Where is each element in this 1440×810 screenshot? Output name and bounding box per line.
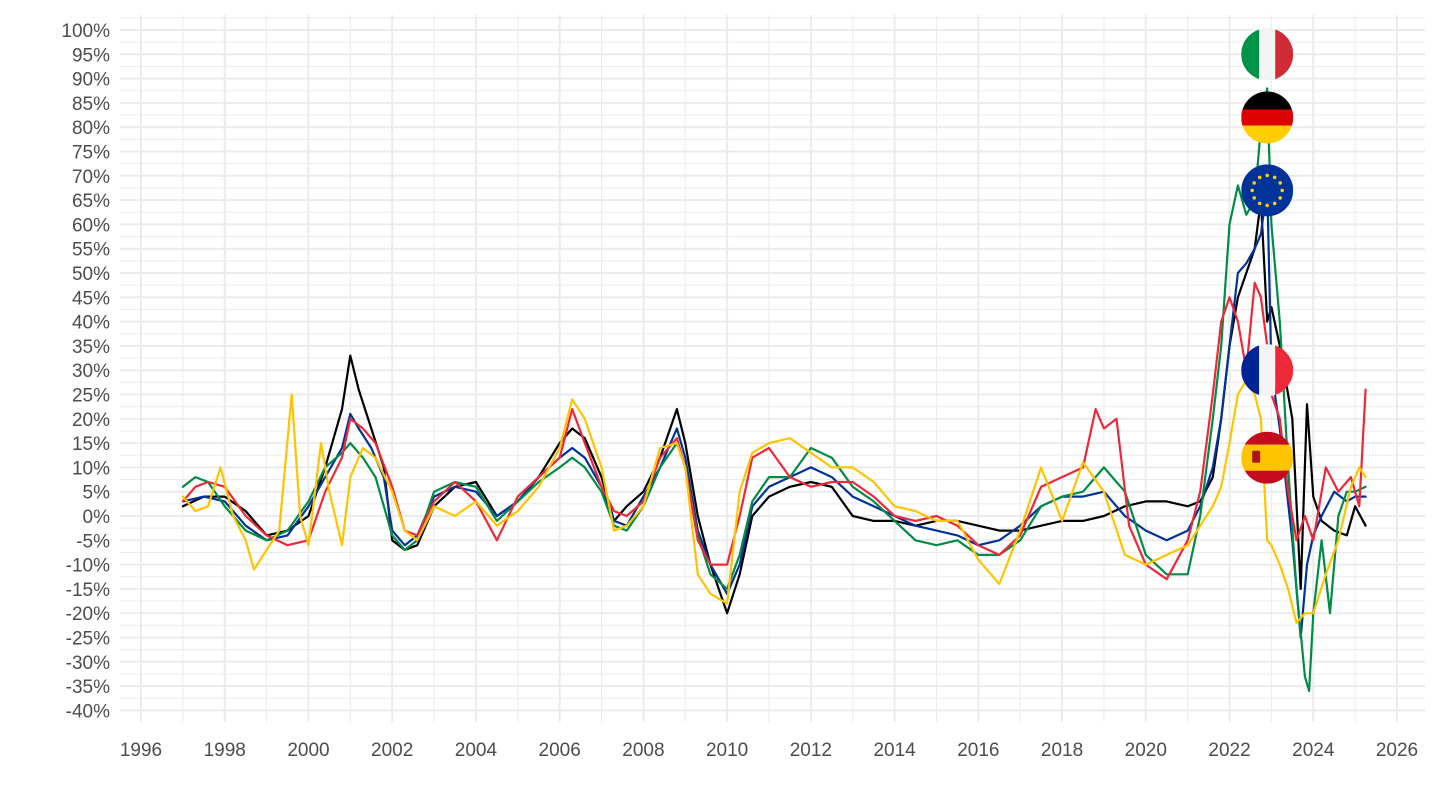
y-tick-label: 85% bbox=[72, 94, 110, 115]
y-tick-label: 60% bbox=[72, 215, 110, 236]
spain-flag-icon bbox=[1241, 431, 1294, 484]
x-tick-label: 2022 bbox=[1208, 740, 1250, 761]
x-tick-label: 2018 bbox=[1041, 740, 1083, 761]
x-tick-label: 2002 bbox=[371, 740, 413, 761]
eu-flag-icon bbox=[1241, 164, 1294, 217]
y-tick-label: 45% bbox=[72, 288, 110, 309]
y-tick-label: 10% bbox=[72, 458, 110, 479]
x-tick-label: 2020 bbox=[1125, 740, 1167, 761]
y-tick-label: 5% bbox=[83, 483, 111, 504]
y-tick-label: 95% bbox=[72, 45, 110, 66]
y-tick-label: 100% bbox=[61, 21, 110, 42]
x-tick-label: 2012 bbox=[790, 740, 832, 761]
y-tick-label: 70% bbox=[72, 167, 110, 188]
y-tick-label: -5% bbox=[76, 531, 110, 552]
y-tick-label: 20% bbox=[72, 410, 110, 431]
y-tick-label: 75% bbox=[72, 143, 110, 164]
x-tick-label: 2024 bbox=[1292, 740, 1335, 761]
y-tick-label: 30% bbox=[72, 361, 110, 382]
y-tick-label: -15% bbox=[66, 580, 110, 601]
y-tick-label: -25% bbox=[66, 629, 110, 650]
x-tick-label: 1998 bbox=[204, 740, 246, 761]
y-tick-label: -35% bbox=[66, 677, 110, 698]
x-tick-label: 2004 bbox=[455, 740, 498, 761]
y-tick-label: 80% bbox=[72, 118, 110, 139]
y-tick-label: 65% bbox=[72, 191, 110, 212]
y-tick-label: 35% bbox=[72, 337, 110, 358]
y-tick-label: 40% bbox=[72, 313, 110, 334]
france-flag-icon bbox=[1241, 344, 1294, 397]
y-tick-label: 25% bbox=[72, 386, 110, 407]
y-tick-label: -30% bbox=[66, 653, 110, 674]
y-tick-label: 15% bbox=[72, 434, 110, 455]
grid bbox=[120, 15, 1425, 722]
y-tick-label: -40% bbox=[66, 701, 110, 722]
germany-flag-icon bbox=[1241, 91, 1294, 144]
x-tick-label: 2010 bbox=[706, 740, 748, 761]
x-tick-label: 2000 bbox=[287, 740, 329, 761]
axes: -40% -35% -30% -25% -20% -15% -10% -5% 0% 5% 10% 15… bbox=[61, 21, 1418, 761]
series-line-3 bbox=[181, 281, 1367, 581]
y-tick-label: -10% bbox=[66, 556, 110, 577]
x-tick-label: 2016 bbox=[957, 740, 999, 761]
y-tick-label: 90% bbox=[72, 70, 110, 91]
x-tick-label: 1996 bbox=[120, 740, 162, 761]
series-line-1 bbox=[181, 184, 1367, 639]
x-tick-label: 2014 bbox=[873, 740, 916, 761]
y-tick-label: 50% bbox=[72, 264, 110, 285]
x-tick-label: 2026 bbox=[1376, 740, 1418, 761]
series-line-4 bbox=[181, 378, 1367, 624]
italy-flag-icon bbox=[1241, 28, 1294, 81]
x-tick-label: 2006 bbox=[539, 740, 581, 761]
y-tick-label: 55% bbox=[72, 240, 110, 261]
y-tick-label: -20% bbox=[66, 604, 110, 625]
x-tick-label: 2008 bbox=[622, 740, 664, 761]
y-tick-label: 0% bbox=[83, 507, 111, 528]
